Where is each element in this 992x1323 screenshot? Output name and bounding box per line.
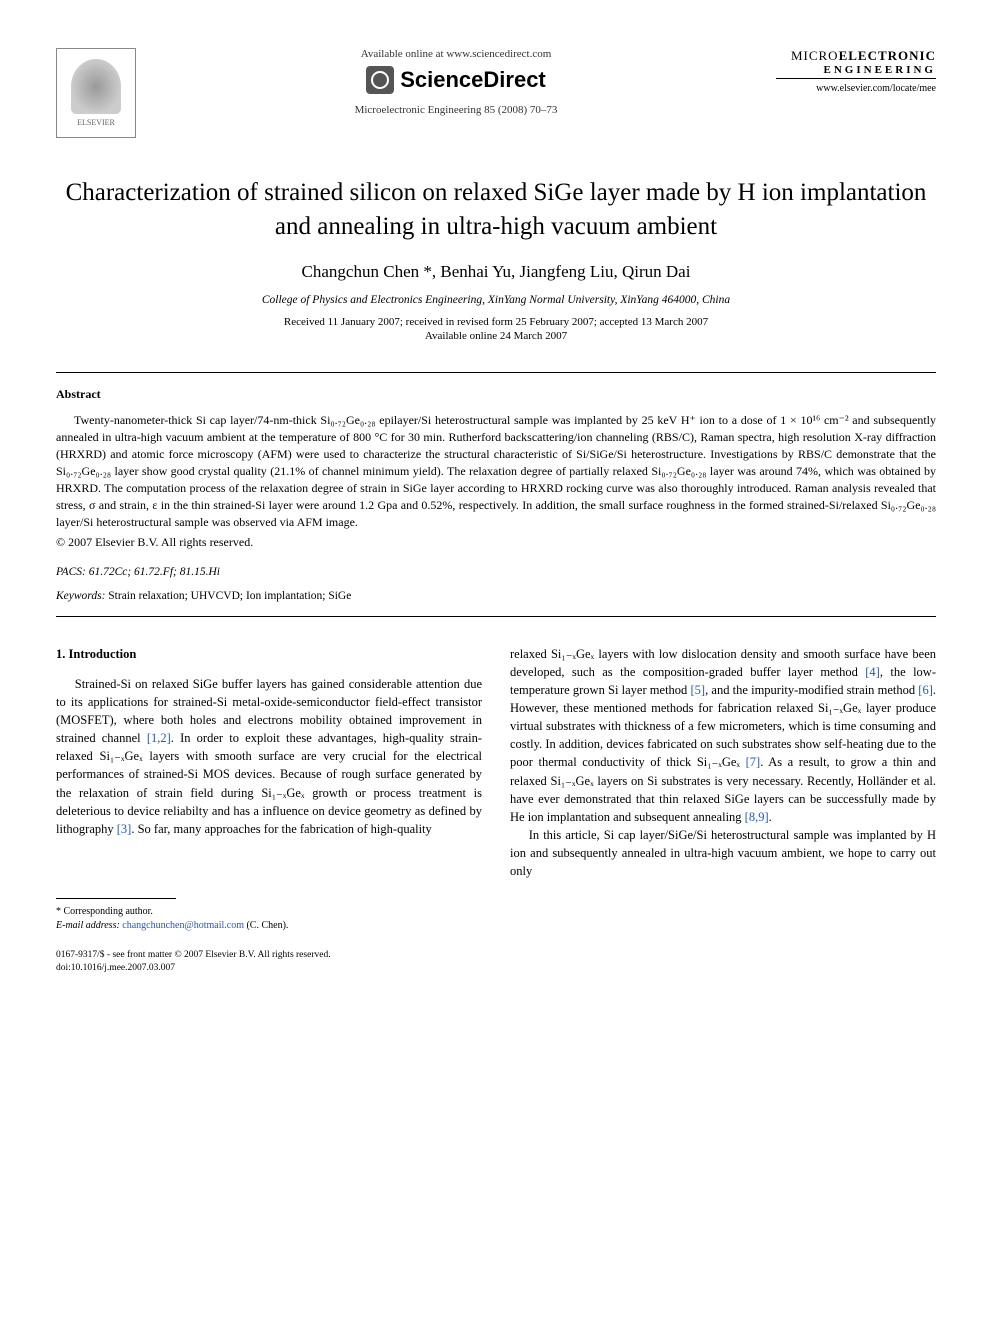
pacs-label: PACS: [56,566,86,578]
journal-logo-block: MICROELECTRONIC ENGINEERING www.elsevier… [776,48,936,94]
intro-paragraph-left: Strained-Si on relaxed SiGe buffer layer… [56,675,482,838]
keywords-values: Strain relaxation; UHVCVD; Ion implantat… [108,590,351,602]
text-frag: . [769,810,772,824]
ref-link-1-2[interactable]: [1,2] [147,731,171,745]
footnote-block: * Corresponding author. E-mail address: … [56,905,482,933]
journal-url: www.elsevier.com/locate/mee [776,83,936,94]
keywords-line: Keywords: Strain relaxation; UHVCVD; Ion… [56,590,936,617]
corresponding-author: * Corresponding author. [56,905,482,919]
dates-online: Available online 24 March 2007 [56,330,936,342]
logo-engineering: ENGINEERING [776,64,936,76]
header-rule [776,78,936,79]
left-column: 1. Introduction Strained-Si on relaxed S… [56,645,482,933]
ref-link-3[interactable]: [3] [117,822,132,836]
footer-doi: doi:10.1016/j.mee.2007.03.007 [56,962,936,975]
body-columns: 1. Introduction Strained-Si on relaxed S… [56,645,936,933]
elsevier-logo: ELSEVIER [56,48,136,138]
available-online-text: Available online at www.sciencedirect.co… [156,48,756,60]
journal-reference: Microelectronic Engineering 85 (2008) 70… [156,104,756,116]
text-frag: . So far, many approaches for the fabric… [131,822,431,836]
dates-received: Received 11 January 2007; received in re… [56,316,936,328]
sciencedirect-label: ScienceDirect [400,67,546,93]
text-frag: , and the impurity-modified strain metho… [705,683,918,697]
abstract-heading: Abstract [56,387,936,402]
authors-line: Changchun Chen *, Benhai Yu, Jiangfeng L… [56,262,936,282]
article-title: Characterization of strained silicon on … [56,176,936,244]
affiliation: College of Physics and Electronics Engin… [56,294,936,306]
ref-link-7[interactable]: [7] [746,755,761,769]
section-1-heading: 1. Introduction [56,645,482,663]
sciencedirect-icon [366,66,394,94]
pacs-line: PACS: 61.72Cc; 61.72.Ff; 81.15.Hi [56,566,936,578]
footer-block: 0167-9317/$ - see front matter © 2007 El… [56,949,936,975]
elsevier-tree-icon [71,59,121,114]
email-address[interactable]: changchunchen@hotmail.com [122,920,244,931]
center-header: Available online at www.sciencedirect.co… [136,48,776,116]
page-header: ELSEVIER Available online at www.science… [56,48,936,138]
keywords-label: Keywords: [56,590,105,602]
right-column: relaxed Si₁₋ₓGeₓ layers with low disloca… [510,645,936,933]
copyright-line: © 2007 Elsevier B.V. All rights reserved… [56,535,936,550]
logo-micro: MICRO [791,48,839,63]
email-line: E-mail address: changchunchen@hotmail.co… [56,919,482,933]
ref-link-6[interactable]: [6] [918,683,933,697]
sciencedirect-brand: ScienceDirect [156,66,756,94]
text-frag: . In order to exploit these advantages, … [56,731,482,836]
ref-link-5[interactable]: [5] [691,683,706,697]
ref-link-4[interactable]: [4] [865,665,880,679]
footer-copyright: 0167-9317/$ - see front matter © 2007 El… [56,949,936,962]
abstract-section: Abstract Twenty-nanometer-thick Si cap l… [56,372,936,617]
abstract-body: Twenty-nanometer-thick Si cap layer/74-n… [56,412,936,531]
publisher-name: ELSEVIER [77,118,115,127]
email-label: E-mail address: [56,920,120,931]
journal-title-logo: MICROELECTRONIC ENGINEERING [776,48,936,76]
pacs-values: 61.72Cc; 61.72.Ff; 81.15.Hi [89,566,220,578]
intro-paragraph-2: In this article, Si cap layer/SiGe/Si he… [510,826,936,880]
intro-paragraph-right: relaxed Si₁₋ₓGeₓ layers with low disloca… [510,645,936,826]
footnote-separator [56,898,176,899]
logo-electronic: ELECTRONIC [839,48,936,63]
email-suffix: (C. Chen). [246,920,288,931]
ref-link-8-9[interactable]: [8,9] [745,810,769,824]
